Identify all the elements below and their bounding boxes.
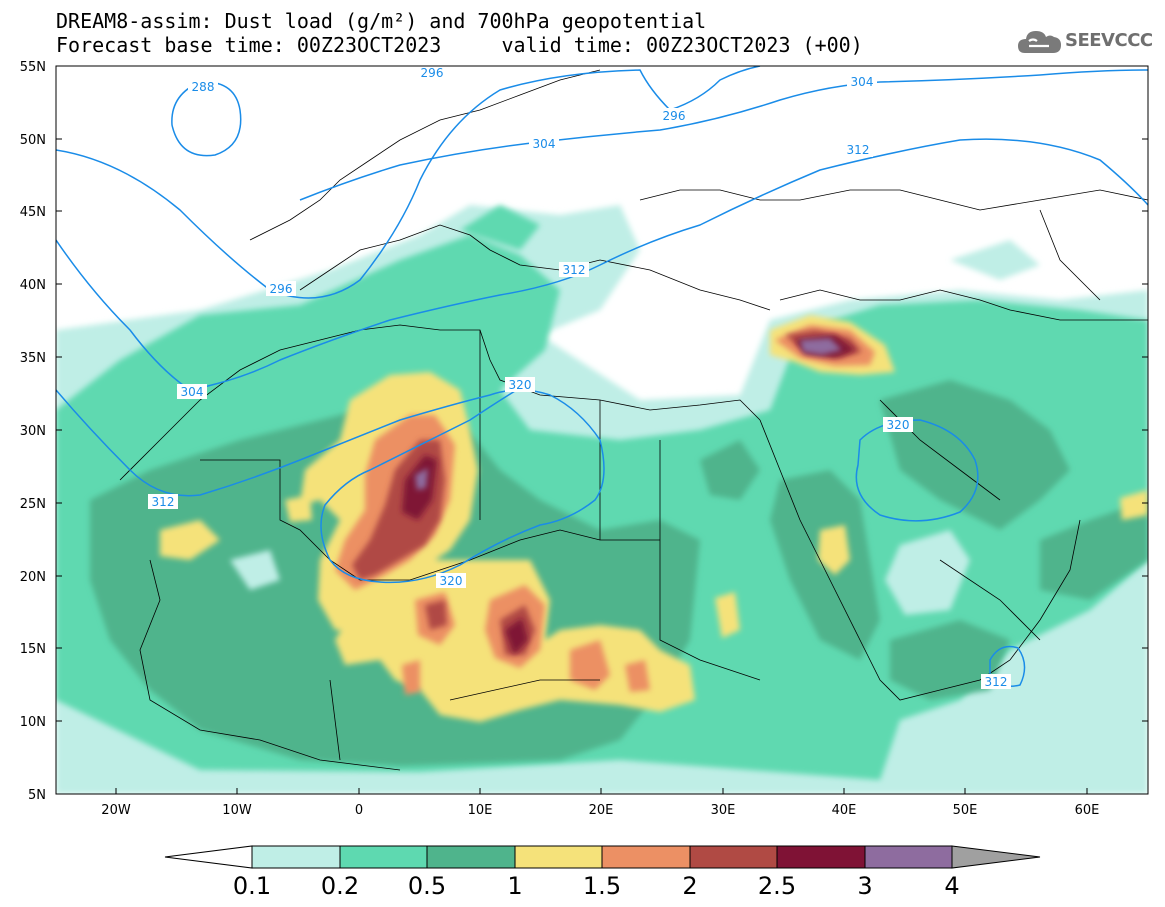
seevccc-logo: SEEVCCC [1017, 25, 1153, 59]
svg-text:312: 312 [985, 675, 1008, 689]
lat-label: 15N [20, 642, 46, 657]
lat-label: 55N [20, 60, 46, 75]
lat-label: 45N [20, 205, 46, 220]
svg-text:320: 320 [887, 418, 910, 432]
colorbar-label: 3 [857, 872, 873, 900]
lon-label: 20W [101, 803, 131, 818]
contour-label: 304 [177, 384, 207, 399]
contour-label: 320 [436, 573, 466, 588]
colorbar-label: 2.5 [757, 872, 797, 900]
lat-label: 20N [20, 570, 46, 585]
svg-text:288: 288 [192, 80, 215, 94]
colorbar-label: 4 [944, 872, 960, 900]
lat-label: 35N [20, 351, 46, 366]
svg-text:304: 304 [533, 137, 556, 151]
colorbar-over-triangle [951, 845, 1041, 869]
lon-label: 40E [832, 803, 857, 818]
svg-text:296: 296 [270, 282, 293, 296]
lat-label: 30N [20, 424, 46, 439]
colorbar-swatch [864, 845, 953, 869]
dust-level-4 [415, 338, 842, 490]
svg-text:304: 304 [851, 75, 874, 89]
lon-label: 20E [589, 803, 614, 818]
contour-label: 296 [417, 66, 447, 80]
lat-label: 25N [20, 497, 46, 512]
colorbar [164, 845, 1041, 869]
contour-label: 312 [843, 142, 873, 157]
svg-text:304: 304 [181, 385, 204, 399]
contour-label: 296 [659, 108, 689, 123]
colorbar-swatch [601, 845, 691, 869]
cloud-icon [1018, 31, 1061, 53]
svg-text:296: 296 [663, 109, 686, 123]
colorbar-swatch [514, 845, 603, 869]
contour-label: 288 [188, 79, 218, 94]
contour-label: 312 [148, 494, 178, 509]
lon-label: 30E [711, 803, 736, 818]
contour-label: 312 [559, 262, 589, 277]
lat-label: 40N [20, 278, 46, 293]
colorbar-under-triangle [164, 845, 253, 869]
svg-text:312: 312 [847, 143, 870, 157]
colorbar-swatch [776, 845, 866, 869]
logo-text: SEEVCCC [1065, 30, 1153, 51]
colorbar-swatch [426, 845, 516, 869]
title-line-2: Forecast base time: 00Z23OCT2023 valid t… [56, 33, 863, 57]
contour-label: 296 [266, 281, 296, 296]
lat-label: 5N [28, 788, 46, 803]
colorbar-label: 0.1 [232, 872, 272, 900]
coastlines-borders [119, 69, 1148, 771]
contour-label: 320 [883, 417, 913, 432]
title-line-1: DREAM8-assim: Dust load (g/m²) and 700hP… [56, 9, 707, 33]
contour-label: 320 [505, 377, 535, 392]
colorbar-label: 0.5 [407, 872, 447, 900]
lon-label: 60E [1075, 803, 1100, 818]
svg-text:296: 296 [421, 66, 444, 80]
svg-text:312: 312 [152, 495, 175, 509]
lon-label: 0 [355, 803, 363, 818]
lat-label: 10N [20, 715, 46, 730]
lat-label: 50N [20, 133, 46, 148]
svg-text:320: 320 [440, 574, 463, 588]
colorbar-swatch [689, 845, 778, 869]
colorbar-label: 0.2 [320, 872, 360, 900]
lon-label: 10W [222, 803, 252, 818]
colorbar-label: 1 [507, 872, 523, 900]
svg-text:312: 312 [563, 263, 586, 277]
colorbar-swatch [251, 845, 341, 869]
lon-label: 10E [468, 803, 493, 818]
colorbar-swatch [339, 845, 428, 869]
contour-label: 304 [529, 136, 559, 151]
dust-field: 288 296 296 296 304 304 304 312 312 312 … [56, 66, 1148, 794]
latitude-axis: 55N 50N 45N 40N 35N 30N 25N 20N 15N 10N … [20, 60, 1148, 803]
lon-label: 50E [953, 803, 978, 818]
longitude-axis: 20W 10W 0 10E 20E 30E 40E 50E 60E [101, 788, 1099, 818]
colorbar-label: 2 [682, 872, 698, 900]
contour-label: 312 [981, 674, 1011, 689]
colorbar-label: 1.5 [582, 872, 622, 900]
contour-label: 304 [847, 74, 877, 89]
svg-text:320: 320 [509, 378, 532, 392]
contour-labels: 288 296 296 296 304 304 304 312 312 312 … [148, 66, 1011, 689]
dust-holes [230, 530, 970, 615]
